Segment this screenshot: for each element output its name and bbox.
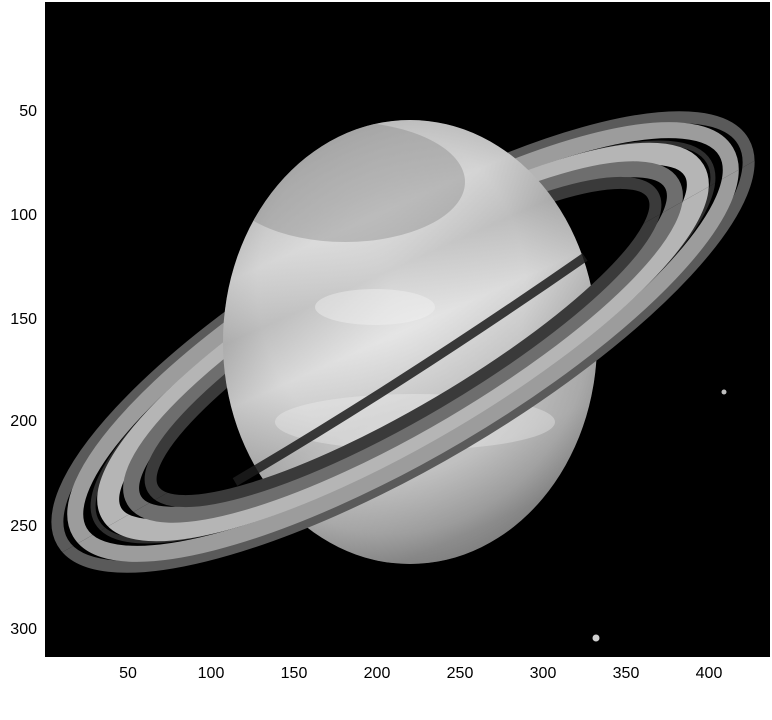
x-tick-label: 150: [280, 665, 308, 682]
y-tick-label: 200: [10, 413, 37, 430]
y-tick-label: 50: [19, 103, 37, 120]
moon: [592, 634, 600, 642]
moon: [721, 389, 727, 395]
y-tick-label: 150: [10, 311, 37, 328]
ring-shadow: [232, 253, 588, 486]
x-tick-label: 300: [529, 665, 557, 682]
saturn-image: [51, 111, 755, 642]
y-tick-label: 300: [10, 621, 37, 638]
x-tick-label: 350: [612, 665, 640, 682]
image-plot-area: [45, 2, 770, 657]
y-tick-label: 250: [10, 518, 37, 535]
x-tick-label: 200: [363, 665, 391, 682]
y-tick-label: 100: [10, 207, 37, 224]
x-tick-label: 250: [446, 665, 474, 682]
x-tick-label: 400: [695, 665, 723, 682]
x-tick-label: 100: [197, 665, 225, 682]
x-tick-label: 50: [119, 665, 137, 682]
